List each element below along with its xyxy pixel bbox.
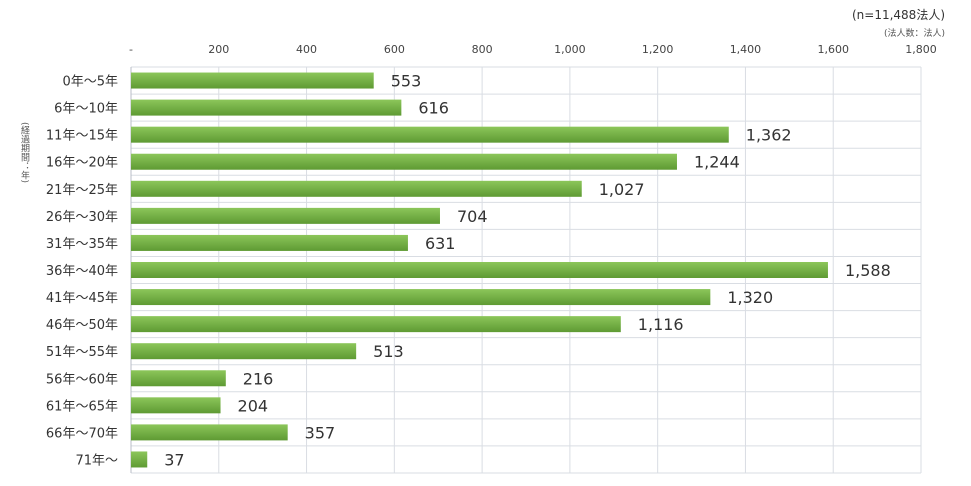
x-tick-label: 1,400 <box>730 43 762 56</box>
bar <box>131 207 440 224</box>
category-label: 41年～45年 <box>46 291 118 306</box>
value-label: 513 <box>373 342 404 361</box>
bar <box>131 234 408 251</box>
category-label: 31年～35年 <box>46 237 118 252</box>
value-label: 357 <box>305 423 336 442</box>
bar <box>131 262 828 278</box>
category-labels: 0年～5年 6年～10年 11年～15年 16年～20年 21年～25年 26年～30年 3… <box>46 75 118 469</box>
category-label: 61年～65年 <box>46 399 118 414</box>
category-label: 26年～30年 <box>46 210 118 225</box>
bar <box>131 370 226 387</box>
category-label: 51年～55年 <box>46 345 118 360</box>
bar <box>131 72 374 89</box>
bar <box>131 343 357 360</box>
bar <box>131 289 711 306</box>
sample-size-note: (n=11,488法人) <box>851 8 945 22</box>
category-label: 6年～10年 <box>54 102 118 117</box>
x-tick-label: 400 <box>296 43 317 56</box>
x-tick-label: 200 <box>208 43 229 56</box>
x-tick-label: - <box>129 43 133 56</box>
category-label: 21年～25年 <box>46 183 118 198</box>
x-tick-label: 1,800 <box>905 43 937 56</box>
value-label: 553 <box>391 72 422 91</box>
category-label: 46年～50年 <box>46 318 118 333</box>
value-label: 704 <box>457 207 488 226</box>
bar <box>131 451 148 468</box>
bars <box>131 72 828 468</box>
y-axis-title: (経過期間：年) <box>19 122 29 184</box>
category-label: 66年～70年 <box>46 426 118 441</box>
unit-note: (法人数：法人) <box>883 29 945 39</box>
category-label: 0年～5年 <box>62 75 118 90</box>
bar <box>131 424 288 441</box>
value-label: 37 <box>164 450 184 469</box>
category-label: 16年～20年 <box>46 156 118 171</box>
value-label: 204 <box>238 396 269 415</box>
category-label: 36年～40年 <box>46 264 118 279</box>
x-tick-label: 1,200 <box>642 43 674 56</box>
bar <box>131 126 729 143</box>
x-axis-ticks: - 200 400 600 800 1,000 1,200 1,400 1,600 1,800 <box>129 43 937 56</box>
value-label: 216 <box>243 369 274 388</box>
value-label: 631 <box>425 234 456 253</box>
bar <box>131 316 621 333</box>
category-label: 11年～15年 <box>46 129 118 144</box>
value-label: 1,362 <box>746 126 792 145</box>
value-label: 1,116 <box>638 315 684 334</box>
x-tick-label: 800 <box>472 43 493 56</box>
value-label: 1,320 <box>727 288 773 307</box>
bar <box>131 99 402 116</box>
category-label: 56年～60年 <box>46 372 118 387</box>
bar <box>131 397 221 414</box>
value-label: 1,588 <box>845 261 891 280</box>
bar <box>131 180 582 197</box>
bar <box>131 153 677 170</box>
value-label: 1,244 <box>694 153 740 172</box>
value-label: 616 <box>418 99 449 118</box>
category-label: 71年～ <box>75 453 118 468</box>
x-tick-label: 600 <box>384 43 405 56</box>
x-tick-label: 1,600 <box>817 43 849 56</box>
x-tick-label: 1,000 <box>554 43 586 56</box>
value-label: 1,027 <box>599 180 645 199</box>
